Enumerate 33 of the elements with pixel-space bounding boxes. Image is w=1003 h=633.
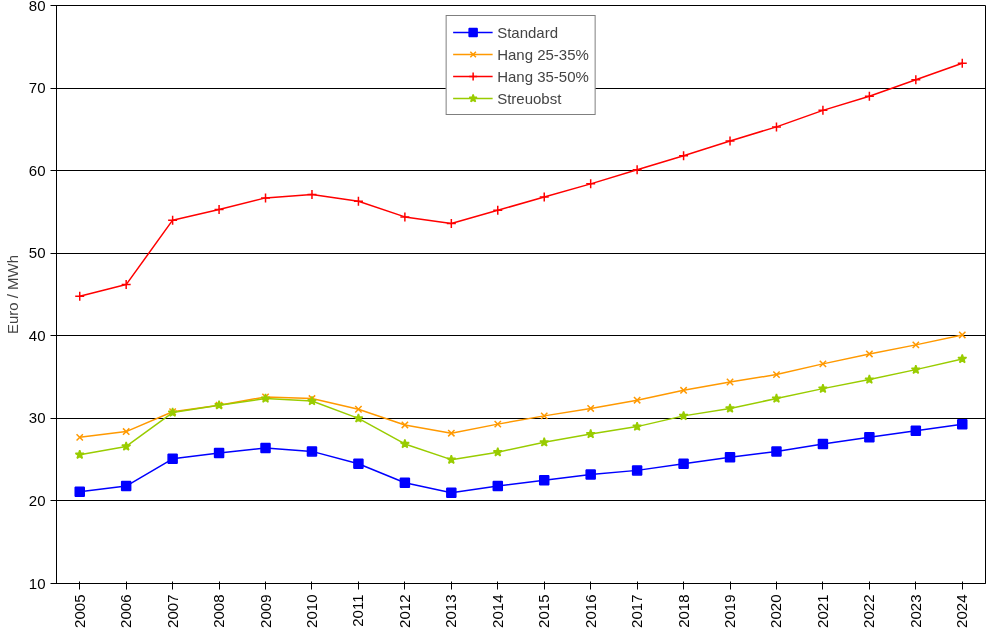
x-tick-label: 2009 (256, 594, 274, 628)
x-tick-label: 2006 (117, 594, 135, 628)
x-tick-label: 2007 (163, 594, 181, 628)
legend-label: Streuobst (497, 89, 562, 107)
y-tick-label: 40 (28, 326, 46, 344)
x-tick-label: 2014 (488, 594, 506, 628)
x-tick-label: 2008 (210, 594, 228, 628)
y-tick-label: 50 (28, 244, 46, 262)
x-tick-label: 2024 (953, 594, 971, 628)
x-tick-label: 2018 (674, 594, 692, 628)
x-tick-label: 2011 (349, 594, 367, 627)
x-tick-label: 2020 (767, 594, 785, 628)
x-tick-label: 2021 (813, 594, 831, 628)
x-tick-label: 2010 (302, 594, 320, 628)
x-tick-label: 2017 (628, 594, 646, 628)
legend-label: Hang 35-50% (497, 67, 589, 85)
x-tick-label: 2012 (395, 594, 413, 628)
x-tick-label: 2023 (906, 594, 924, 628)
x-tick-label: 2019 (721, 594, 739, 628)
x-tick-label: 2016 (581, 594, 599, 628)
legend-label: Standard (497, 23, 559, 41)
y-tick-label: 10 (28, 574, 46, 592)
y-tick-label: 80 (28, 0, 46, 14)
x-tick-label: 2013 (442, 594, 460, 628)
y-tick-label: 20 (28, 491, 46, 509)
x-tick-label: 2022 (860, 594, 878, 628)
y-axis-title: Euro / MWh (3, 254, 21, 335)
y-tick-label: 70 (28, 79, 46, 97)
x-tick-label: 2015 (535, 594, 553, 628)
y-tick-label: 60 (28, 161, 46, 179)
y-tick-label: 30 (28, 409, 46, 427)
x-tick-label: 2005 (70, 594, 88, 628)
legend-label: Hang 25-35% (497, 45, 589, 63)
